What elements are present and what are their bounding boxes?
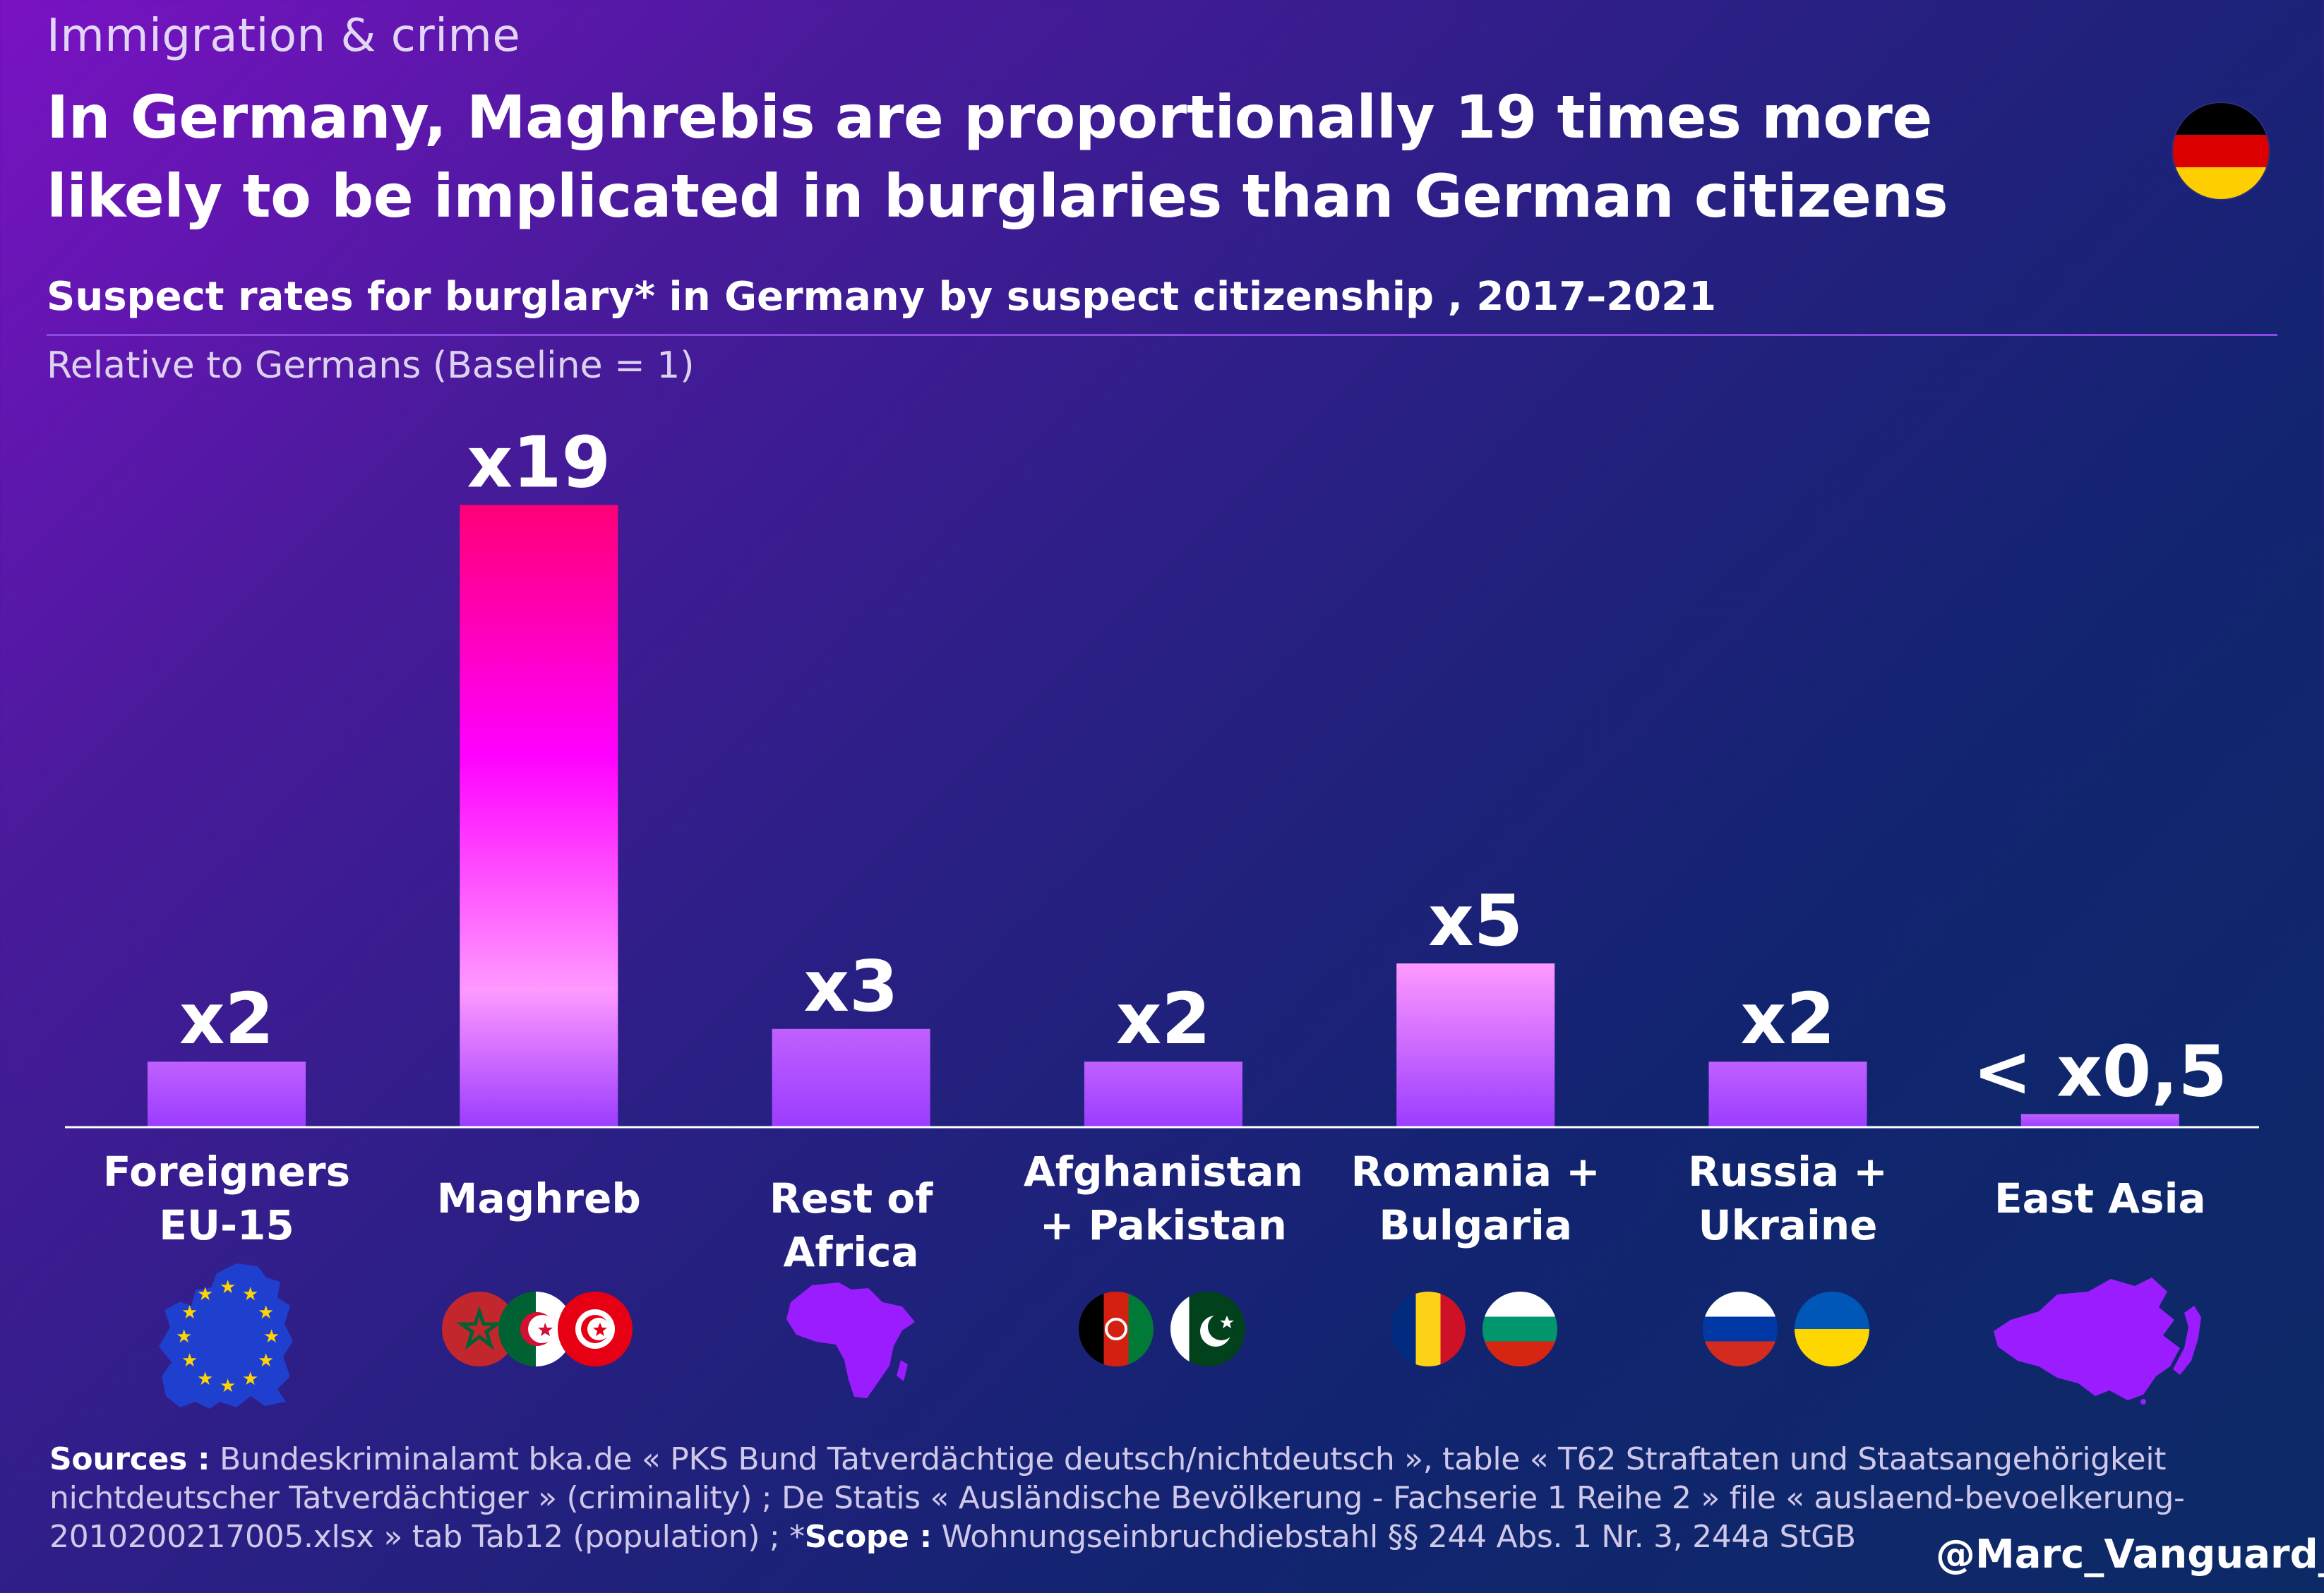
bulgaria-flag-icon bbox=[1483, 1292, 1557, 1366]
bar-5 bbox=[1708, 1062, 1867, 1127]
svg-text:★: ★ bbox=[197, 1369, 213, 1390]
scope-text: Wohnungseinbruchdiebstahl §§ 244 Abs. 1 … bbox=[931, 1519, 1856, 1555]
svg-text:★: ★ bbox=[258, 1302, 274, 1323]
title-divider bbox=[47, 334, 2277, 336]
bar-2 bbox=[772, 1028, 930, 1127]
category-label-5: Russia + Ukraine bbox=[1688, 1148, 1888, 1249]
ukraine-flag-icon bbox=[1795, 1292, 1869, 1366]
russia-flag-icon bbox=[1703, 1292, 1778, 1366]
africa-map-icon bbox=[786, 1282, 915, 1398]
bar-3 bbox=[1084, 1062, 1242, 1127]
unit-note: Relative to Germans (Baseline = 1) bbox=[47, 344, 695, 387]
data-label-4: x5 bbox=[1428, 879, 1523, 962]
svg-text:★: ★ bbox=[197, 1284, 213, 1305]
data-label-6: < x0,5 bbox=[1973, 1030, 2227, 1112]
svg-text:★: ★ bbox=[181, 1302, 198, 1323]
author-handle: @Marc_Vanguard_i bbox=[1936, 1532, 2324, 1577]
sources-note: Sources : Bundeskriminalamt bka.de « PKS… bbox=[49, 1440, 2210, 1556]
bars-layer: x2 x19 x3 x2 x5 x2 < x0,5 bbox=[148, 421, 2227, 1127]
category-label-3: Afghanistan + Pakistan bbox=[1023, 1148, 1303, 1249]
data-label-2: x3 bbox=[804, 945, 899, 1028]
tunisia-flag-icon bbox=[558, 1292, 633, 1366]
category-label-1: Maghreb bbox=[436, 1174, 641, 1222]
afghanistan-flag-icon bbox=[1079, 1292, 1154, 1366]
east-asia-map-icon bbox=[1994, 1278, 2201, 1405]
svg-text:★: ★ bbox=[176, 1326, 192, 1347]
svg-text:★: ★ bbox=[242, 1369, 258, 1390]
pakistan-flag-icon bbox=[1170, 1292, 1245, 1366]
svg-text:★: ★ bbox=[220, 1277, 236, 1298]
data-label-1: x19 bbox=[467, 421, 611, 503]
data-label-3: x2 bbox=[1116, 978, 1211, 1060]
supertitle: Immigration & crime bbox=[47, 10, 521, 62]
svg-text:★: ★ bbox=[242, 1284, 258, 1305]
svg-text:★: ★ bbox=[220, 1376, 236, 1397]
category-label-6: East Asia bbox=[1994, 1174, 2206, 1222]
chart-subtitle: Suspect rates for burglary* in Germany b… bbox=[47, 274, 1717, 320]
eu-map-icon: ★ ★★ ★★★ ★★★ ★★★ bbox=[159, 1263, 293, 1409]
chart-headline: In Germany, Maghrebis are proportionally… bbox=[47, 83, 1948, 231]
svg-text:★: ★ bbox=[181, 1350, 198, 1371]
category-label-0: Foreigners EU-15 bbox=[102, 1148, 351, 1249]
sources-text: Bundeskriminalamt bka.de « PKS Bund Tatv… bbox=[49, 1441, 2185, 1555]
svg-text:★: ★ bbox=[258, 1350, 274, 1371]
category-label-4: Romania + Bulgaria bbox=[1350, 1148, 1600, 1249]
svg-text:★: ★ bbox=[263, 1326, 280, 1347]
bar-4 bbox=[1396, 963, 1555, 1127]
scope-label: Scope : bbox=[804, 1519, 932, 1555]
data-label-0: x2 bbox=[179, 978, 274, 1060]
romania-flag-icon bbox=[1391, 1292, 1466, 1366]
bar-0 bbox=[148, 1062, 306, 1127]
bar-1 bbox=[460, 505, 618, 1127]
sources-label: Sources : bbox=[49, 1441, 210, 1477]
bar-6 bbox=[2020, 1114, 2179, 1127]
data-label-5: x2 bbox=[1740, 978, 1835, 1060]
category-label-2: Rest of Africa bbox=[769, 1174, 933, 1276]
